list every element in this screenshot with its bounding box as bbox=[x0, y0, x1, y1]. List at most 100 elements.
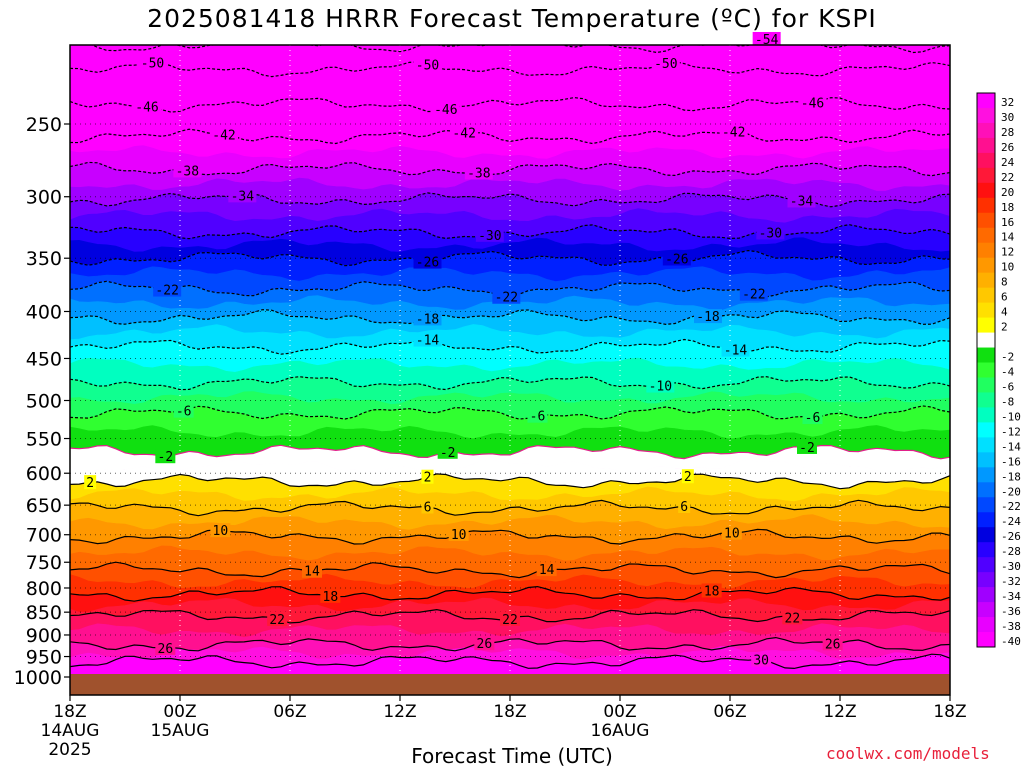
contour-label-bg bbox=[133, 99, 161, 114]
y-tick-label: 750 bbox=[26, 552, 62, 574]
colorbar-label: -4 bbox=[1001, 365, 1015, 378]
contour-line bbox=[70, 473, 950, 490]
contour-label-bg bbox=[721, 342, 750, 357]
contour-label-text: -6 bbox=[176, 405, 192, 420]
contour-line bbox=[70, 224, 950, 240]
colorbar-label: 22 bbox=[1001, 171, 1014, 184]
x-tick-label: 14AUG bbox=[41, 721, 100, 741]
colorbar-swatch bbox=[977, 122, 995, 139]
colorbar-swatch bbox=[977, 93, 995, 109]
contour-label: 26 bbox=[474, 636, 495, 652]
contour-label: -46 bbox=[798, 95, 827, 111]
colorbar-swatch bbox=[977, 527, 995, 543]
contour-label: 6 bbox=[678, 499, 691, 515]
contour-label: -54 bbox=[752, 31, 781, 48]
contour-label: 2 bbox=[84, 475, 97, 491]
contour-label-bg bbox=[798, 95, 827, 110]
x-tick-label: 18Z bbox=[493, 702, 526, 722]
colorbar-swatch bbox=[977, 467, 995, 483]
colorbar-swatch bbox=[977, 377, 995, 393]
contour-label-text: -2 bbox=[158, 450, 174, 465]
contour-label: 10 bbox=[448, 527, 469, 543]
y-tick-label: 800 bbox=[26, 578, 62, 600]
contour-line bbox=[70, 309, 950, 326]
contour-label-bg bbox=[662, 251, 691, 266]
contour-label-text: -42 bbox=[212, 128, 235, 143]
contour-label: 18 bbox=[701, 583, 722, 599]
contour-label-bg bbox=[138, 55, 167, 70]
contour-label: -50 bbox=[413, 57, 442, 73]
y-tick-label: 450 bbox=[26, 348, 62, 370]
colorbar-label: -12 bbox=[1001, 425, 1021, 438]
contour-label-text: -50 bbox=[654, 57, 677, 72]
y-tick-label: 500 bbox=[26, 391, 62, 413]
colorbar-swatch bbox=[977, 587, 995, 603]
contour-label: -30 bbox=[475, 227, 504, 244]
x-tick-label: 00Z bbox=[603, 702, 636, 722]
x-tick-label: 06Z bbox=[273, 702, 306, 722]
colorbar-swatch bbox=[977, 257, 995, 274]
contour-label: -50 bbox=[138, 55, 167, 72]
x-tick-label: 15AUG bbox=[151, 721, 210, 741]
contour-label-text: -22 bbox=[742, 288, 765, 303]
y-axis: 2503003504004505005506006507007508008509… bbox=[14, 114, 70, 689]
x-tick-label: 06Z bbox=[713, 702, 746, 722]
contour-label-text: -42 bbox=[452, 126, 475, 141]
contour-label: -10 bbox=[646, 378, 675, 395]
contour-label-text: -2 bbox=[440, 446, 456, 461]
contour-label-text: -2 bbox=[799, 441, 815, 456]
colorbar-swatch bbox=[977, 632, 995, 648]
y-tick-label: 400 bbox=[26, 301, 62, 323]
contour-label-text: -46 bbox=[135, 100, 158, 115]
contour-label: -34 bbox=[787, 193, 816, 209]
colorbar-label: 24 bbox=[1001, 156, 1015, 169]
contour-label-bg bbox=[155, 640, 176, 655]
contour-label: -46 bbox=[431, 101, 460, 118]
colorbar-swatch bbox=[977, 332, 995, 349]
contour-label: -18 bbox=[413, 311, 442, 327]
contour-label: -30 bbox=[756, 225, 785, 241]
contour-label-bg bbox=[739, 286, 768, 301]
colorbar-swatch bbox=[977, 602, 995, 618]
colorbar-label: -18 bbox=[1001, 470, 1021, 483]
colorbar-swatch bbox=[977, 497, 995, 513]
credit-link[interactable]: coolwx.com/models bbox=[826, 744, 990, 763]
contour-label: -46 bbox=[133, 99, 161, 115]
contour-label-text: 26 bbox=[825, 637, 841, 652]
contour-label-text: -38 bbox=[467, 166, 490, 181]
colorbar-label: 14 bbox=[1001, 231, 1015, 244]
colorbar-label: -34 bbox=[1001, 590, 1021, 603]
contour-label: 14 bbox=[302, 563, 322, 580]
contour-line bbox=[70, 338, 950, 355]
colorbar-swatch bbox=[977, 392, 995, 408]
contour-label-bg bbox=[421, 499, 434, 514]
colorbar-label: -14 bbox=[1001, 440, 1021, 453]
colorbar-label: 12 bbox=[1001, 246, 1014, 259]
y-tick-label: 600 bbox=[26, 463, 62, 485]
contour-label-bg bbox=[694, 309, 722, 324]
contour-label-text: 22 bbox=[785, 611, 801, 626]
contour-label: 22 bbox=[500, 611, 520, 628]
contour-label-bg bbox=[84, 475, 97, 490]
x-tick-label: 16AUG bbox=[591, 721, 650, 741]
contour-label-bg bbox=[787, 193, 816, 208]
contour-label-bg bbox=[646, 378, 675, 393]
contour-label: 10 bbox=[210, 523, 231, 539]
contour-label-bg bbox=[802, 410, 823, 425]
y-tick-label: 850 bbox=[26, 602, 62, 624]
contour-label-text: -38 bbox=[176, 164, 199, 179]
contour-label-bg bbox=[437, 444, 458, 459]
contour-labels: -50 -50 -50 -54 -46 -46 -46 -42 -42 -42 -38 -38 -34 -… bbox=[84, 31, 843, 669]
contour-label-bg bbox=[701, 583, 722, 598]
contour-label-text: 2 bbox=[684, 470, 692, 485]
contour-label-text: -6 bbox=[530, 410, 546, 425]
contour-label-bg bbox=[719, 124, 748, 139]
contour-label-text: 6 bbox=[424, 500, 432, 515]
contour-label-text: -46 bbox=[434, 103, 457, 118]
contour-label-bg bbox=[756, 225, 785, 240]
contour-label-bg bbox=[751, 652, 772, 667]
contour-label: -2 bbox=[437, 444, 458, 461]
colorbar-swatch bbox=[977, 317, 995, 334]
contour-label-bg bbox=[782, 610, 803, 625]
contour-label-bg bbox=[173, 403, 194, 418]
